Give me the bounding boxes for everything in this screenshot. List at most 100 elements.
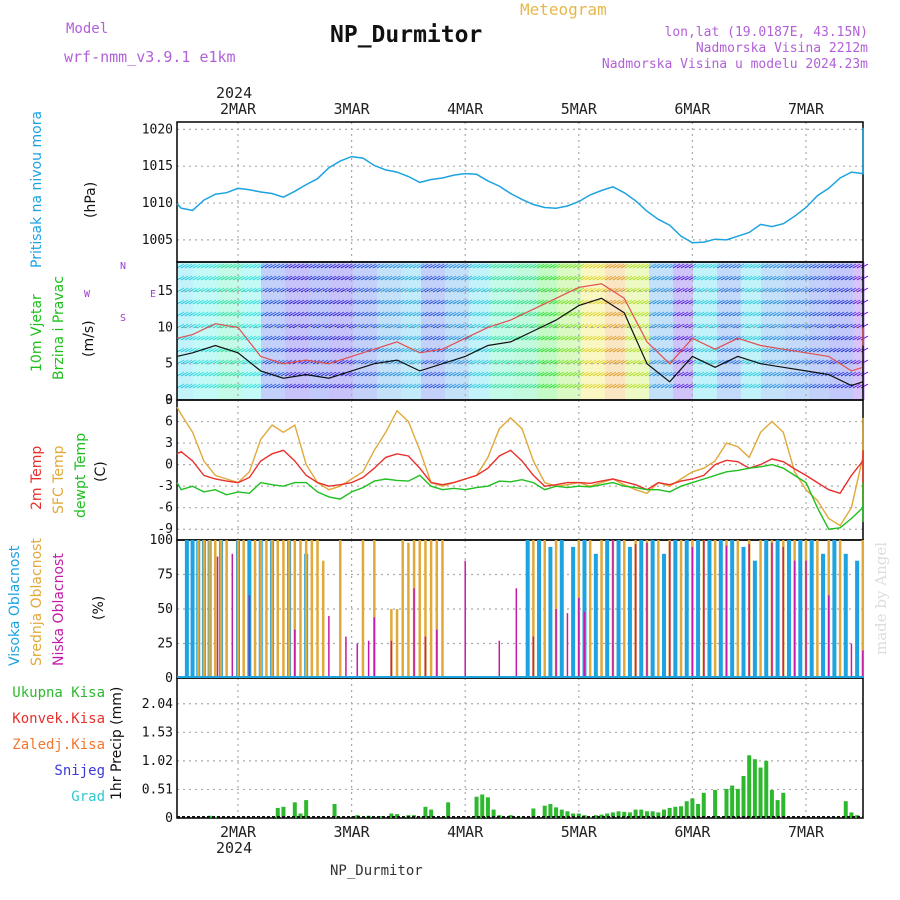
- wind-background-band: [497, 262, 501, 400]
- wind-barb: [852, 263, 861, 269]
- wind-barb: [400, 359, 409, 365]
- wind-barb: [612, 359, 621, 365]
- wind-barb: [340, 275, 349, 281]
- wind-barb: [540, 335, 549, 341]
- wind-barb: [584, 347, 593, 353]
- wind-barb: [640, 263, 649, 269]
- wind-barb: [424, 359, 433, 365]
- wind-barb: [720, 335, 729, 341]
- wind-barb: [560, 275, 569, 281]
- wind-barb: [556, 323, 565, 329]
- wind-barb: [512, 311, 521, 317]
- wind-barb: [764, 263, 773, 269]
- wind-barb: [816, 323, 825, 329]
- cloud-bar-low: [691, 546, 694, 678]
- wind-barb: [368, 335, 377, 341]
- wind-barb: [620, 371, 629, 377]
- wind-barb: [368, 299, 377, 305]
- wind-barb: [584, 383, 593, 389]
- wind-barb: [692, 299, 701, 305]
- wind-barb: [256, 323, 265, 329]
- cloud-bar-high: [775, 540, 780, 678]
- wind-barb: [376, 263, 385, 269]
- wind-barb: [608, 383, 617, 389]
- wind-barb: [736, 323, 745, 329]
- wind-barb: [796, 371, 805, 377]
- wind-background-band: [537, 262, 541, 400]
- wind-barb: [316, 299, 325, 305]
- wind-barb: [496, 299, 505, 305]
- wind-barb: [228, 347, 237, 353]
- wind-background-band: [641, 262, 645, 400]
- wind-barb: [644, 275, 653, 281]
- wind-background-band: [805, 262, 809, 400]
- wind-barb: [688, 371, 697, 377]
- precip-bar-total: [849, 812, 854, 818]
- wind-barb: [656, 311, 665, 317]
- wind-barb: [504, 383, 513, 389]
- wind-barb: [424, 335, 433, 341]
- wind-barb: [196, 287, 205, 293]
- wind-barb: [828, 383, 837, 389]
- wind-barb: [796, 287, 805, 293]
- wind-barb: [352, 275, 361, 281]
- wind-barb: [260, 335, 269, 341]
- wind-barb: [812, 335, 821, 341]
- wind-background-band: [777, 262, 781, 400]
- wind-barb: [472, 383, 481, 389]
- wind-barb: [396, 287, 405, 293]
- y-tick-label: 0: [165, 393, 173, 408]
- lonlat-label: lon,lat (19.0187E, 43.15N): [664, 25, 869, 40]
- wind-barb: [672, 347, 681, 353]
- wind-barb: [732, 287, 741, 293]
- precip-bar-total: [627, 812, 632, 818]
- wind-barb: [696, 359, 705, 365]
- wind-barb: [780, 311, 789, 317]
- wind-barb: [284, 275, 293, 281]
- wind-barb: [276, 335, 285, 341]
- wind-barb: [680, 275, 689, 281]
- wind-barb: [584, 263, 593, 269]
- wind-barb: [804, 263, 813, 269]
- wind-barb: [492, 287, 501, 293]
- wind-barb: [380, 311, 389, 317]
- wind-barb: [548, 311, 557, 317]
- wind-barb: [468, 323, 477, 329]
- wind-barb: [528, 371, 537, 377]
- wind-barb: [268, 347, 277, 353]
- wind-barb: [236, 383, 245, 389]
- wind-barb: [712, 335, 721, 341]
- wind-barb: [800, 335, 809, 341]
- wind-barb: [828, 335, 837, 341]
- wind-barb: [828, 299, 837, 305]
- wind-barb: [620, 383, 629, 389]
- wind-barb: [224, 383, 233, 389]
- wind-barb: [580, 263, 589, 269]
- wind-barb: [596, 299, 605, 305]
- wind-barb: [396, 311, 405, 317]
- wind-barb: [604, 335, 613, 341]
- wind-barb: [532, 311, 541, 317]
- wind-barb: [616, 383, 625, 389]
- wind-barb: [328, 371, 337, 377]
- cloud-bar-mid: [214, 540, 217, 678]
- precip-bar-total: [843, 801, 848, 818]
- wind-barb: [512, 383, 521, 389]
- wind-barb: [616, 371, 625, 377]
- wind-barb: [180, 323, 189, 329]
- wind-barb: [664, 371, 673, 377]
- wind-barb: [228, 335, 237, 341]
- wind-barb: [284, 335, 293, 341]
- cloud-bar-high: [752, 560, 757, 678]
- precip-bar-total: [735, 788, 740, 818]
- wind-barb: [760, 335, 769, 341]
- wind-barb: [772, 371, 781, 377]
- wind-barb: [432, 275, 441, 281]
- wind-barb: [240, 299, 249, 305]
- wind-barb: [848, 263, 857, 269]
- wind-barb: [552, 359, 561, 365]
- wind-barb: [352, 263, 361, 269]
- wind-barb: [708, 299, 717, 305]
- wind-barb: [452, 311, 461, 317]
- wind-barb: [360, 299, 369, 305]
